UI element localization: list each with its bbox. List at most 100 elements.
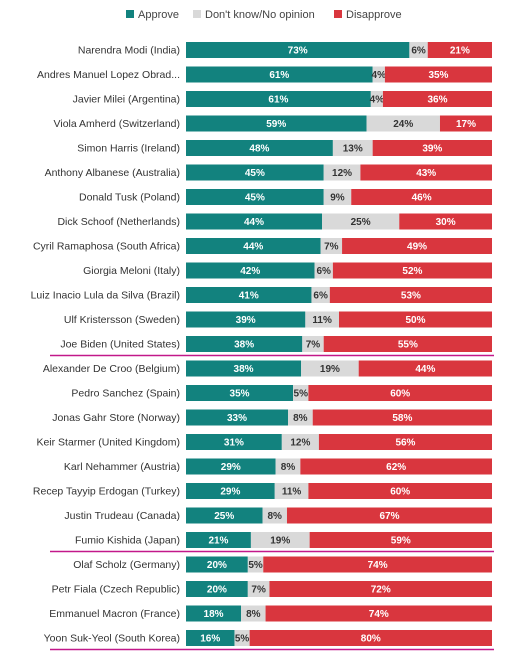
data-label-disapprove: 60% — [390, 487, 410, 498]
bar-segment-disapprove — [309, 532, 492, 548]
bar-row: Keir Starmer (United Kingdom) 31% 12% 56% — [36, 434, 492, 450]
bar-segment-don-t-know-no-opinion — [301, 360, 359, 377]
row-label: Yoon Suk-Yeol (South Korea) — [44, 633, 180, 645]
bar-segment-approve — [186, 630, 235, 646]
bar-segment-don-t-know-no-opinion — [314, 262, 333, 279]
data-label-approve: 41% — [239, 291, 259, 302]
bar-segment-don-t-know-no-opinion — [274, 483, 309, 499]
data-label-don-t-know-no-opinion: 11% — [312, 315, 332, 326]
data-label-disapprove: 50% — [405, 315, 425, 326]
bar-segment-don-t-know-no-opinion — [323, 189, 352, 205]
data-label-don-t-know-no-opinion: 8% — [293, 413, 308, 424]
data-label-disapprove: 49% — [407, 242, 427, 253]
bar-row: Alexander De Croo (Belgium) 38% 19% 44% — [43, 360, 492, 377]
bar-row: Donald Tusk (Poland) 45% 9% 46% — [79, 189, 492, 205]
row-label: Alexander De Croo (Belgium) — [43, 363, 180, 375]
bar-row: Narendra Modi (India) 73% 6% 21% — [78, 42, 492, 58]
bar-segment-don-t-know-no-opinion — [262, 507, 287, 524]
bar-segment-approve — [186, 434, 282, 450]
data-label-approve: 44% — [243, 242, 263, 253]
data-label-approve: 31% — [224, 438, 244, 449]
bar-segment-don-t-know-no-opinion — [275, 458, 301, 475]
data-label-disapprove: 53% — [401, 291, 421, 302]
data-label-approve: 38% — [234, 364, 254, 375]
bar-segment-approve — [186, 164, 324, 181]
row-label: Javier Milei (Argentina) — [73, 94, 180, 106]
bar-segment-approve — [186, 115, 367, 132]
legend: Approve Don't know/No opinion Disapprove — [126, 9, 402, 21]
bar-segment-don-t-know-no-opinion — [302, 336, 324, 352]
data-label-don-t-know-no-opinion: 8% — [246, 609, 261, 620]
bar-segment-disapprove — [249, 630, 492, 646]
data-label-approve: 59% — [266, 119, 286, 130]
row-label: Ulf Kristersson (Sweden) — [64, 314, 180, 326]
row-label: Luiz Inacio Lula da Silva (Brazil) — [31, 290, 180, 302]
bar-segment-approve — [186, 189, 324, 205]
bar-row: Recep Tayyip Erdogan (Turkey) 29% 11% 60% — [33, 483, 492, 499]
bar-segment-approve — [186, 385, 294, 401]
data-label-don-t-know-no-opinion: 24% — [393, 119, 413, 130]
data-label-don-t-know-no-opinion: 25% — [351, 217, 371, 228]
data-label-disapprove: 74% — [368, 560, 388, 571]
bar-segment-disapprove — [308, 385, 492, 401]
bar-segment-don-t-know-no-opinion — [322, 213, 400, 230]
bar-segment-don-t-know-no-opinion — [293, 385, 309, 401]
data-label-approve: 20% — [207, 560, 227, 571]
data-label-approve: 25% — [214, 511, 234, 522]
row-label: Justin Trudeau (Canada) — [64, 510, 180, 522]
data-label-disapprove: 46% — [412, 193, 432, 204]
row-label: Cyril Ramaphosa (South Africa) — [33, 241, 180, 253]
bar-segment-disapprove — [318, 434, 492, 450]
row-label: Petr Fiala (Czech Republic) — [52, 584, 180, 596]
data-label-don-t-know-no-opinion: 7% — [251, 585, 266, 596]
data-label-approve: 29% — [221, 462, 241, 473]
bar-segment-disapprove — [342, 238, 492, 254]
row-label: Joe Biden (United States) — [60, 339, 180, 351]
row-label: Narendra Modi (India) — [78, 45, 180, 57]
row-label: Olaf Scholz (Germany) — [73, 559, 180, 571]
legend-swatch — [193, 10, 201, 18]
data-label-approve: 21% — [208, 536, 228, 547]
bar-row: Emmanuel Macron (France) 18% 8% 74% — [49, 605, 492, 622]
bar-row: Fumio Kishida (Japan) 21% 19% 59% — [50, 532, 494, 553]
bar-segment-don-t-know-no-opinion — [323, 164, 361, 181]
row-label: Karl Nehammer (Austria) — [64, 461, 180, 473]
data-label-don-t-know-no-opinion: 4% — [370, 95, 385, 106]
row-label: Anthony Albanese (Australia) — [45, 167, 180, 179]
data-label-approve: 20% — [207, 585, 227, 596]
bar-segment-approve — [186, 409, 288, 426]
data-label-approve: 35% — [230, 389, 250, 400]
row-label: Jonas Gahr Store (Norway) — [52, 412, 180, 424]
data-label-approve: 73% — [288, 46, 308, 57]
bar-segment-don-t-know-no-opinion — [370, 91, 383, 107]
bar-segment-approve — [186, 556, 248, 573]
bar-segment-approve — [186, 287, 312, 303]
data-label-don-t-know-no-opinion: 8% — [268, 511, 283, 522]
bar-segment-approve — [186, 483, 275, 499]
row-label: Giorgia Meloni (Italy) — [83, 265, 180, 277]
data-label-don-t-know-no-opinion: 6% — [313, 291, 328, 302]
row-label: Dick Schoof (Netherlands) — [57, 216, 180, 228]
bar-segment-don-t-know-no-opinion — [234, 630, 250, 646]
row-label: Recep Tayyip Erdogan (Turkey) — [33, 486, 180, 498]
bar-row: Javier Milei (Argentina) 61% 4% 36% — [73, 91, 492, 107]
bar-segment-disapprove — [339, 311, 492, 328]
bar-segment-disapprove — [300, 458, 492, 475]
data-label-approve: 33% — [227, 413, 247, 424]
data-label-disapprove: 30% — [436, 217, 456, 228]
row-label: Donald Tusk (Poland) — [79, 192, 180, 204]
legend-label: Approve — [138, 9, 179, 21]
data-label-don-t-know-no-opinion: 19% — [320, 364, 340, 375]
bar-segment-don-t-know-no-opinion — [288, 409, 313, 426]
bar-row: Giorgia Meloni (Italy) 42% 6% 52% — [83, 262, 492, 279]
data-label-disapprove: 39% — [422, 144, 442, 155]
data-label-disapprove: 44% — [415, 364, 435, 375]
data-label-disapprove: 55% — [398, 340, 418, 351]
bar-segment-disapprove — [332, 262, 492, 279]
data-label-disapprove: 58% — [392, 413, 412, 424]
data-label-disapprove: 36% — [427, 95, 447, 106]
data-label-disapprove: 17% — [456, 119, 476, 130]
chart-rows: Narendra Modi (India) 73% 6% 21% Andres Manu… — [31, 42, 494, 651]
bar-segment-disapprove — [263, 556, 492, 573]
